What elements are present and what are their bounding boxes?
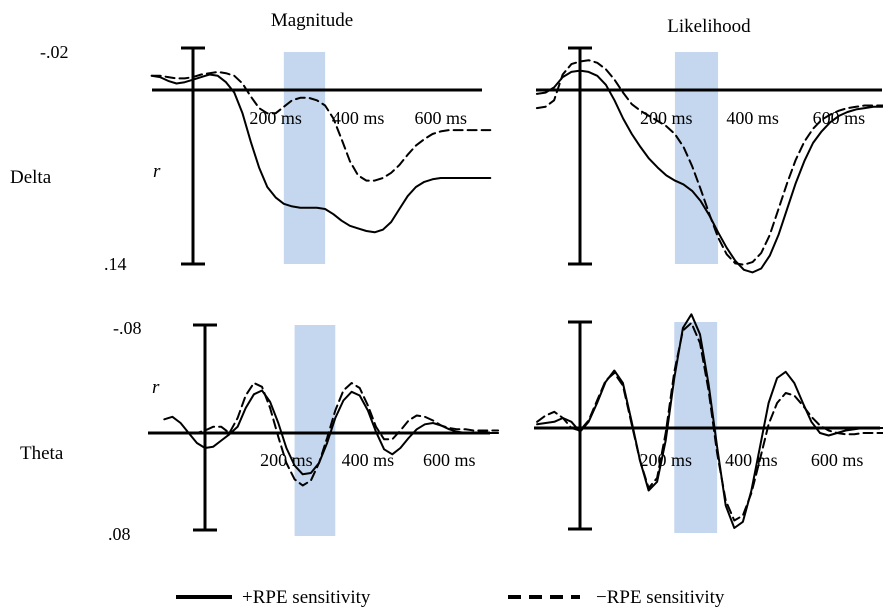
delta-magnitude-x-tick-label: 600 ms bbox=[414, 108, 467, 128]
theta-magnitude-panel: 200 ms 400 ms 600 ms bbox=[148, 323, 500, 536]
legend-label-positive-rpe: +RPE sensitivity bbox=[242, 587, 371, 607]
theta-likelihood-x-tick-label: 400 ms bbox=[725, 450, 778, 470]
legend-label-negative-rpe: −RPE sensitivity bbox=[596, 587, 725, 607]
theta-likelihood-panel: 200 ms 400 ms 600 ms bbox=[534, 313, 883, 533]
theta-magnitude-highlight-window bbox=[294, 325, 336, 536]
delta-r-label: r bbox=[153, 161, 161, 182]
delta-ylim-top-label: -.02 bbox=[40, 42, 69, 62]
delta-magnitude-x-tick-label: 200 ms bbox=[249, 108, 302, 128]
theta-likelihood-x-tick-label: 200 ms bbox=[639, 450, 692, 470]
theta-magnitude-x-tick-label: 200 ms bbox=[260, 450, 313, 470]
panels-group: 200 ms 400 ms 600 ms 200 ms 400 ms 600 ms200 … bbox=[148, 46, 883, 536]
delta-likelihood-x-tick-label: 600 ms bbox=[813, 108, 866, 128]
theta-r-label: r bbox=[152, 377, 160, 398]
delta-magnitude-panel: 200 ms 400 ms 600 ms bbox=[150, 46, 492, 266]
delta-likelihood-panel: 200 ms 400 ms 600 ms bbox=[535, 46, 883, 274]
delta-ylim-bottom-label: .14 bbox=[104, 254, 127, 274]
delta-likelihood-x-tick-label: 200 ms bbox=[640, 108, 693, 128]
column-title-magnitude: Magnitude bbox=[271, 10, 353, 31]
theta-ylim-bottom-label: .08 bbox=[108, 524, 131, 544]
delta-magnitude-x-tick-label: 400 ms bbox=[332, 108, 385, 128]
row-label-delta: Delta bbox=[10, 167, 52, 188]
delta-likelihood-series-negative-rpe bbox=[535, 59, 883, 266]
delta-likelihood-x-tick-label: 400 ms bbox=[726, 108, 779, 128]
theta-magnitude-series-negative-rpe bbox=[163, 382, 500, 487]
theta-magnitude-x-tick-label: 600 ms bbox=[423, 450, 476, 470]
theta-magnitude-x-tick-label: 400 ms bbox=[342, 450, 395, 470]
column-title-likelihood: Likelihood bbox=[667, 16, 751, 37]
delta-magnitude-highlight-window bbox=[283, 52, 326, 264]
theta-ylim-top-label: -.08 bbox=[113, 318, 142, 338]
theta-likelihood-series-negative-rpe bbox=[536, 322, 883, 522]
theta-likelihood-x-tick-label: 600 ms bbox=[811, 450, 864, 470]
delta-magnitude-series-negative-rpe bbox=[150, 70, 492, 182]
delta-magnitude-series-positive-rpe bbox=[150, 73, 492, 234]
delta-likelihood-series-positive-rpe bbox=[535, 69, 883, 274]
delta-likelihood-highlight-window bbox=[674, 52, 719, 264]
row-label-theta: Theta bbox=[20, 443, 64, 464]
